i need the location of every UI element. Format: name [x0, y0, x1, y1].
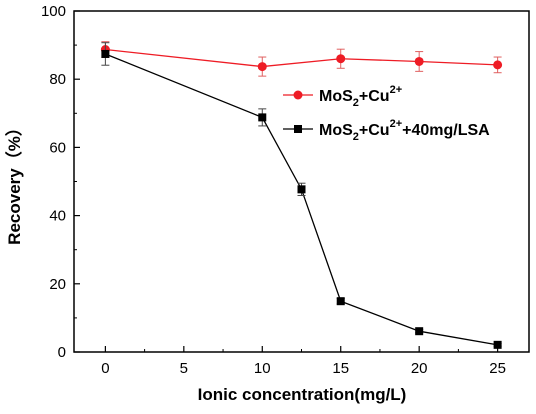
legend-label-sub: 2 — [353, 97, 359, 109]
y-axis-ticks: 0 20 40 60 80 100 — [41, 3, 80, 361]
data-point — [297, 185, 306, 194]
data-point — [415, 327, 424, 336]
legend-label-tail: +40mg/LSA — [402, 122, 490, 139]
y-tick-label: 40 — [49, 208, 66, 225]
x-tick-label: 15 — [332, 360, 349, 377]
series-line — [105, 48, 498, 68]
legend-marker — [293, 90, 303, 100]
legend-label-sub: 2 — [353, 131, 359, 143]
series-line — [105, 53, 498, 346]
legend-label-sup: 2+ — [390, 84, 403, 96]
y-tick-label: 20 — [49, 276, 66, 293]
legend-marker — [294, 125, 302, 133]
data-point — [493, 340, 502, 349]
legend-label-sup: 2+ — [390, 118, 403, 130]
y-tick-label: 80 — [49, 71, 66, 88]
legend-label-mid: +Cu — [359, 88, 390, 105]
series-1 — [101, 42, 502, 349]
y-tick-label: 100 — [41, 3, 66, 20]
data-point — [336, 297, 345, 306]
x-tick-label: 25 — [489, 360, 506, 377]
data-point — [258, 113, 267, 122]
x-tick-label: 20 — [411, 360, 428, 377]
series-0 — [100, 41, 503, 77]
y-tick-label: 0 — [58, 344, 66, 361]
x-tick-label: 0 — [101, 360, 109, 377]
x-axis-ticks: 0 5 10 15 20 25 — [101, 346, 506, 377]
legend-label-base: MoS — [319, 88, 353, 105]
data-point — [336, 54, 346, 64]
x-axis-title: Ionic concentration(mg/L) — [198, 385, 407, 404]
y-tick-label: 60 — [49, 139, 66, 156]
legend-label-base: MoS — [319, 122, 353, 139]
data-point — [101, 49, 110, 58]
data-point — [493, 60, 503, 70]
legend-label: MoS2+Cu2++40mg/LSA — [319, 118, 490, 143]
x-tick-label: 5 — [180, 360, 188, 377]
data-point — [257, 62, 267, 72]
y-axis-title: Recovery（%） — [4, 119, 24, 245]
series-layer — [100, 41, 503, 349]
legend: MoS2+Cu2+MoS2+Cu2++40mg/LSA — [283, 84, 490, 143]
x-tick-label: 10 — [254, 360, 271, 377]
data-point — [414, 56, 424, 66]
legend-label: MoS2+Cu2+ — [319, 84, 402, 109]
legend-label-mid: +Cu — [359, 122, 390, 139]
